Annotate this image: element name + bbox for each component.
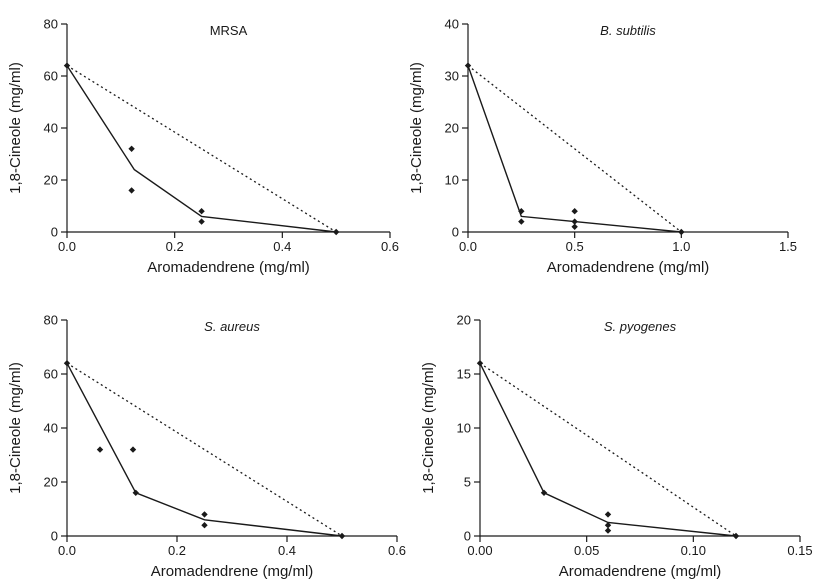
data-point — [518, 208, 525, 215]
isobologram-line — [66, 362, 343, 537]
x-tick-label: 1.5 — [779, 239, 797, 254]
data-point — [540, 489, 548, 496]
data-point — [571, 208, 578, 215]
y-tick-label: 20 — [457, 313, 471, 328]
y-tick-label: 30 — [445, 69, 459, 84]
y-axis-label: 1,8-Cineole (mg/ml) — [408, 62, 425, 194]
data-point — [571, 218, 578, 225]
y-tick-label: 5 — [464, 475, 471, 490]
y-tick-label: 20 — [445, 121, 459, 136]
y-tick-label: 20 — [44, 475, 58, 490]
isobologram-line — [66, 65, 337, 233]
data-point — [198, 208, 205, 215]
data-point — [132, 489, 139, 496]
y-tick-label: 40 — [44, 421, 58, 436]
data-point — [63, 360, 71, 367]
data-point — [129, 446, 137, 453]
y-tick-label: 20 — [44, 173, 58, 188]
x-tick-label: 0.15 — [787, 543, 812, 558]
additivity-line — [66, 362, 343, 537]
y-axis-label: 1,8-Cineole (mg/ml) — [7, 62, 24, 194]
panel-s-pyogenes: S. pyogenes Aromadendrene (mg/ml) 1,8-Ci… — [420, 313, 813, 581]
panel-mrsa: MRSA Aromadendrene (mg/ml) 1,8-Cineole (… — [7, 17, 399, 277]
isobologram-line — [479, 362, 737, 537]
data-point — [96, 446, 104, 453]
data-point — [604, 522, 612, 529]
x-tick-label: 0.4 — [273, 239, 291, 254]
data-point — [332, 228, 340, 236]
x-tick-label: 0.0 — [459, 239, 477, 254]
y-tick-label: 0 — [51, 225, 58, 240]
panel-s-aureus: S. aureus Aromadendrene (mg/ml) 1,8-Cine… — [7, 313, 406, 581]
data-point — [604, 511, 612, 518]
x-tick-label: 0.6 — [388, 543, 406, 558]
panel-title: S. aureus — [204, 319, 260, 334]
x-tick-label: 0.5 — [566, 239, 584, 254]
x-tick-label: 0.2 — [168, 543, 186, 558]
y-axis-label: 1,8-Cineole (mg/ml) — [7, 362, 24, 494]
x-tick-label: 0.6 — [381, 239, 399, 254]
y-tick-label: 10 — [445, 173, 459, 188]
additivity-line — [479, 362, 737, 537]
x-tick-label: 0.0 — [58, 543, 76, 558]
y-axis-label: 1,8-Cineole (mg/ml) — [420, 362, 437, 494]
data-point — [464, 62, 472, 69]
x-tick-label: 1.0 — [672, 239, 690, 254]
y-tick-label: 40 — [44, 121, 58, 136]
data-point — [476, 360, 484, 367]
additivity-line — [66, 65, 337, 233]
data-point — [201, 511, 208, 518]
additivity-line — [467, 65, 682, 233]
x-tick-label: 0.2 — [166, 239, 184, 254]
y-tick-label: 40 — [445, 17, 459, 32]
panel-b-subtilis: B. subtilis Aromadendrene (mg/ml) 1,8-Ci… — [408, 17, 797, 277]
data-point — [128, 145, 135, 152]
data-point — [128, 187, 135, 194]
x-axis-label: Aromadendrene (mg/ml) — [559, 563, 722, 580]
y-tick-label: 80 — [44, 17, 58, 32]
data-point — [571, 223, 578, 230]
y-tick-label: 60 — [44, 367, 58, 382]
x-tick-label: 0.0 — [58, 239, 76, 254]
data-point — [604, 527, 612, 534]
panel-title: S. pyogenes — [604, 319, 677, 334]
data-point — [338, 532, 346, 540]
x-tick-label: 0.10 — [681, 543, 706, 558]
panel-title: B. subtilis — [600, 23, 656, 38]
data-point — [198, 218, 205, 225]
x-axis-label: Aromadendrene (mg/ml) — [151, 563, 314, 580]
x-tick-label: 0.05 — [574, 543, 599, 558]
y-tick-label: 0 — [452, 225, 459, 240]
x-tick-label: 0.4 — [278, 543, 296, 558]
data-point — [518, 218, 525, 225]
data-point — [63, 62, 71, 69]
data-point — [732, 532, 740, 540]
panel-title: MRSA — [210, 23, 248, 38]
y-tick-label: 15 — [457, 367, 471, 382]
x-axis-label: Aromadendrene (mg/ml) — [547, 259, 710, 276]
data-point — [201, 522, 208, 529]
isobologram-line — [467, 65, 682, 233]
y-tick-label: 0 — [51, 529, 58, 544]
data-point — [678, 228, 685, 236]
x-tick-label: 0.00 — [467, 543, 492, 558]
x-axis-label: Aromadendrene (mg/ml) — [147, 259, 310, 276]
y-tick-label: 10 — [457, 421, 471, 436]
y-tick-label: 80 — [44, 313, 58, 328]
y-tick-label: 0 — [464, 529, 471, 544]
y-tick-label: 60 — [44, 69, 58, 84]
